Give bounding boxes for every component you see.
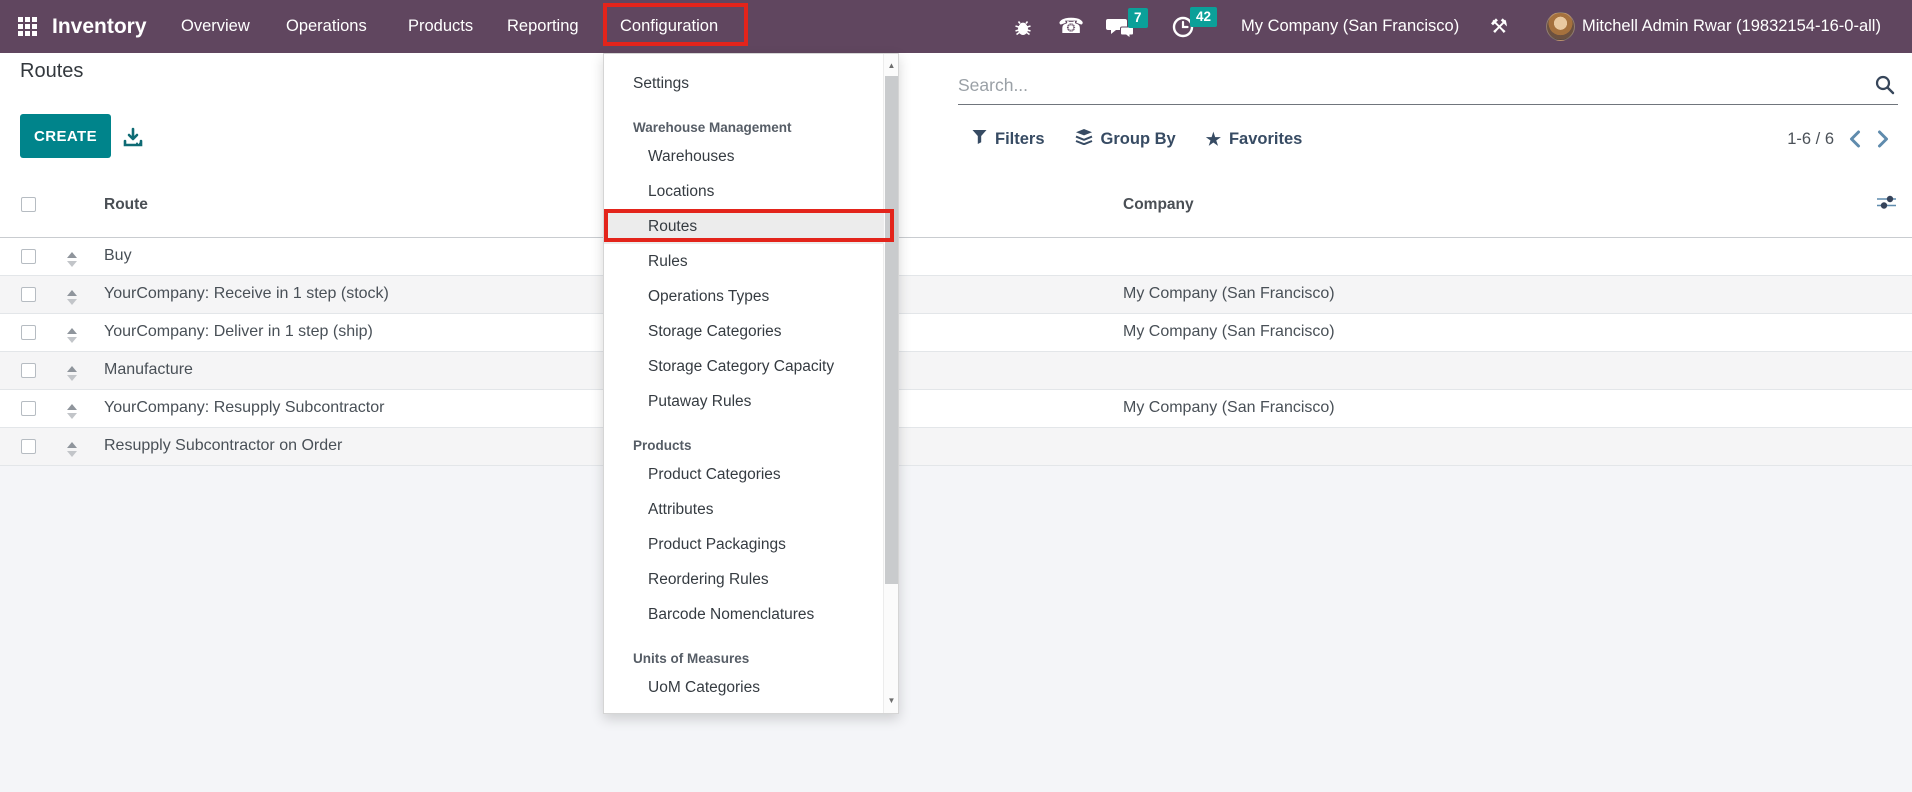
pager-next-icon[interactable] bbox=[1876, 130, 1890, 148]
activities-count-badge[interactable]: 42 bbox=[1190, 7, 1218, 27]
company-cell[interactable] bbox=[1120, 427, 1852, 466]
nav-menu-overview[interactable]: Overview bbox=[181, 17, 250, 35]
scrollbar-thumb[interactable] bbox=[885, 76, 898, 584]
company-switcher[interactable]: My Company (San Francisco) bbox=[1241, 17, 1460, 35]
menu-section-products: Products bbox=[633, 437, 692, 453]
company-cell[interactable] bbox=[1120, 351, 1852, 390]
menu-item-warehouses[interactable]: Warehouses bbox=[648, 147, 735, 165]
app-name[interactable]: Inventory bbox=[52, 15, 147, 38]
drag-handle-icon[interactable] bbox=[67, 366, 77, 381]
menu-item-barcode-nomenclatures[interactable]: Barcode Nomenclatures bbox=[648, 605, 815, 623]
menu-section-units-of-measures: Units of Measures bbox=[633, 650, 750, 666]
search-bar bbox=[958, 68, 1898, 105]
menu-item-storage-category-capacity[interactable]: Storage Category Capacity bbox=[648, 357, 835, 375]
table-row[interactable]: YourCompany: Deliver in 1 step (ship) My… bbox=[0, 313, 1912, 352]
company-cell[interactable]: My Company (San Francisco) bbox=[1120, 389, 1852, 428]
row-checkbox[interactable] bbox=[21, 400, 36, 416]
table-row[interactable]: YourCompany: Resupply Subcontractor My C… bbox=[0, 389, 1912, 428]
select-all-checkbox[interactable] bbox=[21, 197, 36, 213]
table-row[interactable]: YourCompany: Receive in 1 step (stock) M… bbox=[0, 275, 1912, 314]
menu-item-product-packagings[interactable]: Product Packagings bbox=[648, 535, 786, 553]
nav-menu-products[interactable]: Products bbox=[408, 17, 474, 35]
company-cell[interactable] bbox=[1120, 237, 1852, 276]
star-icon: ★ bbox=[1205, 129, 1221, 149]
table-row[interactable]: Resupply Subcontractor on Order bbox=[0, 427, 1912, 466]
menu-item-storage-categories[interactable]: Storage Categories bbox=[648, 322, 782, 340]
funnel-icon bbox=[972, 129, 987, 149]
filters-button[interactable]: Filters bbox=[972, 129, 1045, 149]
scroll-down-icon[interactable]: ▼ bbox=[887, 696, 896, 705]
company-cell[interactable]: My Company (San Francisco) bbox=[1120, 313, 1852, 352]
menu-item-putaway-rules[interactable]: Putaway Rules bbox=[648, 392, 752, 410]
menu-item-settings[interactable]: Settings bbox=[633, 74, 690, 92]
row-checkbox[interactable] bbox=[21, 248, 36, 264]
phone-icon[interactable]: ☎ bbox=[1058, 15, 1085, 38]
column-header-company[interactable]: Company bbox=[1120, 173, 1852, 238]
drag-handle-icon[interactable] bbox=[67, 442, 77, 457]
content-background bbox=[0, 466, 1912, 792]
row-checkbox[interactable] bbox=[21, 286, 36, 302]
top-navbar: Inventory Overview Operations Products R… bbox=[0, 0, 1912, 53]
nav-menu-reporting[interactable]: Reporting bbox=[507, 17, 579, 35]
search-input[interactable] bbox=[958, 68, 1838, 102]
menu-item-locations[interactable]: Locations bbox=[648, 182, 715, 200]
drag-handle-icon[interactable] bbox=[67, 328, 77, 343]
menu-item-reordering-rules[interactable]: Reordering Rules bbox=[648, 570, 769, 588]
avatar[interactable] bbox=[1546, 12, 1575, 41]
drag-handle-icon[interactable] bbox=[67, 404, 77, 419]
search-icon[interactable] bbox=[1874, 74, 1896, 101]
table-row[interactable]: Manufacture bbox=[0, 351, 1912, 390]
page-title: Routes bbox=[20, 60, 84, 82]
table-row[interactable]: Buy bbox=[0, 237, 1912, 276]
company-cell[interactable]: My Company (San Francisco) bbox=[1120, 275, 1852, 314]
menu-item-uom-categories[interactable]: UoM Categories bbox=[648, 678, 760, 696]
menu-item-rules[interactable]: Rules bbox=[648, 252, 688, 270]
pager: 1-6 / 6 bbox=[1787, 123, 1890, 155]
layers-icon bbox=[1075, 128, 1093, 150]
menu-item-product-categories[interactable]: Product Categories bbox=[648, 465, 781, 483]
scroll-up-icon[interactable]: ▲ bbox=[887, 61, 896, 70]
menu-item-operations-types[interactable]: Operations Types bbox=[648, 287, 770, 305]
bug-icon[interactable] bbox=[1013, 0, 1033, 53]
pager-range: 1-6 / 6 bbox=[1787, 129, 1834, 148]
nav-menu-operations[interactable]: Operations bbox=[286, 17, 367, 35]
configuration-dropdown-menu: Settings Warehouse Management Warehouses… bbox=[603, 53, 899, 714]
drag-handle-icon[interactable] bbox=[67, 290, 77, 305]
menu-item-attributes[interactable]: Attributes bbox=[648, 500, 714, 518]
drag-handle-icon[interactable] bbox=[67, 252, 77, 267]
row-checkbox[interactable] bbox=[21, 324, 36, 340]
optional-columns-icon[interactable] bbox=[1876, 195, 1897, 215]
messages-count-badge[interactable]: 7 bbox=[1128, 8, 1148, 28]
download-export-icon[interactable] bbox=[122, 127, 144, 154]
routes-list-table: Route Company Buy YourCompany: Receive i… bbox=[0, 173, 1912, 466]
search-facets-bar: Filters Group By ★ Favorites bbox=[972, 123, 1302, 155]
row-checkbox[interactable] bbox=[21, 438, 36, 454]
dropdown-scrollbar[interactable]: ▲ ▼ bbox=[883, 54, 898, 713]
group-by-button[interactable]: Group By bbox=[1075, 128, 1176, 150]
row-checkbox[interactable] bbox=[21, 362, 36, 378]
create-button[interactable]: CREATE bbox=[20, 114, 111, 158]
pager-previous-icon[interactable] bbox=[1848, 130, 1862, 148]
tools-icon[interactable]: ⚒ bbox=[1490, 16, 1508, 38]
apps-grid-icon[interactable] bbox=[18, 17, 38, 37]
favorites-button[interactable]: ★ Favorites bbox=[1205, 129, 1303, 149]
table-header-row: Route Company bbox=[0, 173, 1912, 238]
user-menu[interactable]: Mitchell Admin Rwar (19832154-16-0-all) bbox=[1582, 17, 1881, 35]
menu-item-routes[interactable]: Routes bbox=[604, 209, 885, 244]
menu-section-warehouse-management: Warehouse Management bbox=[633, 119, 792, 135]
nav-menu-configuration[interactable]: Configuration bbox=[620, 17, 719, 35]
